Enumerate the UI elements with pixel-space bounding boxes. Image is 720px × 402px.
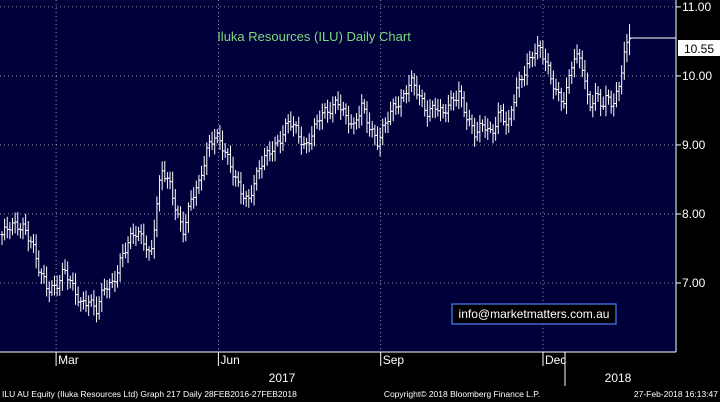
footer-center: Copyright© 2018 Bloomberg Finance L.P. <box>384 389 540 399</box>
y-axis-ticks: 11.00 10.00 9.00 8.00 7.00 <box>676 0 712 290</box>
y-tick-label: 7.00 <box>682 276 706 290</box>
y-tick-label: 11.00 <box>682 0 711 14</box>
year-label: 2018 <box>605 371 632 385</box>
chart-title: Iluka Resources (ILU) Daily Chart <box>217 29 411 44</box>
contact-email: info@marketmatters.com.au <box>459 307 610 321</box>
x-tick-label: Dec <box>545 353 566 367</box>
last-value: 10.55 <box>684 42 714 56</box>
y-tick-label: 8.00 <box>682 207 706 221</box>
footer-left: ILU AU Equity (Iluka Resources Ltd) Grap… <box>2 389 297 399</box>
plot-background <box>0 0 676 352</box>
ohlc-bars <box>0 24 676 323</box>
y-tick-label: 10.00 <box>682 69 712 83</box>
last-value-badge: 10.55 <box>678 40 720 56</box>
contact-box: info@marketmatters.com.au <box>451 303 617 325</box>
footer-bar <box>0 386 720 402</box>
footer-right: 27-Feb-2018 16:13:47 <box>634 389 718 399</box>
x-axis-years: 2017 2018 <box>269 352 632 386</box>
x-tick-label: Jun <box>220 353 239 367</box>
x-tick-label: Sep <box>383 353 405 367</box>
x-tick-label: Mar <box>58 353 79 367</box>
x-axis-ticks: Mar Jun Sep Dec <box>55 352 566 367</box>
y-tick-label: 9.00 <box>682 138 706 152</box>
year-label: 2017 <box>269 371 296 385</box>
